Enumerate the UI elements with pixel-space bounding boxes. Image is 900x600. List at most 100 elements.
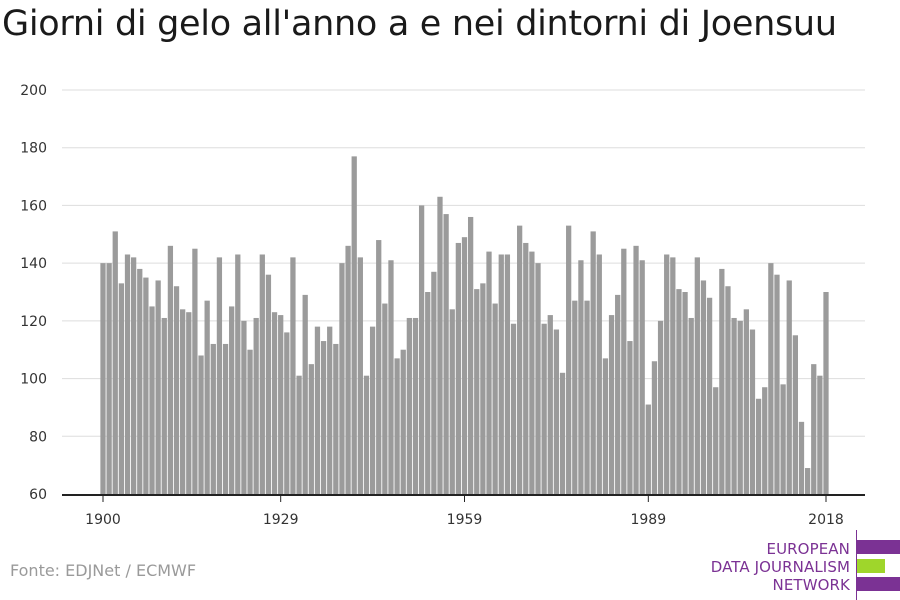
y-tick-label: 100	[20, 372, 47, 388]
bar	[149, 306, 155, 494]
bar	[535, 263, 541, 494]
bar	[320, 341, 327, 494]
x-axis-ticks: 1900 1929 1959 1989 2018	[85, 496, 844, 528]
logo-bar-3	[857, 577, 900, 591]
bar	[333, 343, 339, 494]
bar	[725, 286, 731, 494]
x-tick-label: 1900	[85, 512, 121, 528]
bar	[369, 326, 376, 494]
bar	[498, 254, 504, 494]
bar	[474, 289, 480, 494]
y-tick-label: 180	[20, 141, 47, 157]
bar	[308, 364, 314, 494]
bar	[106, 263, 112, 494]
bar	[786, 280, 792, 494]
bar	[327, 326, 333, 494]
bar	[437, 196, 443, 494]
logo-text-line-1: EUROPEAN	[766, 540, 850, 558]
bar	[455, 242, 462, 494]
y-tick-label: 60	[29, 487, 47, 503]
bar	[743, 309, 749, 494]
bar	[406, 317, 412, 494]
bar	[357, 257, 363, 494]
bar	[504, 254, 511, 494]
bar	[229, 306, 235, 494]
bar	[167, 245, 174, 494]
bar	[774, 274, 780, 494]
bar	[290, 257, 296, 494]
bar	[461, 237, 468, 494]
bar	[694, 257, 700, 494]
bar	[804, 468, 811, 494]
chart-title: Giorni di gelo all'anno a e nei dintorni…	[2, 4, 837, 44]
bar	[271, 312, 278, 494]
bar	[633, 245, 639, 494]
bar	[823, 292, 829, 494]
bar	[278, 315, 284, 494]
bar	[143, 277, 149, 494]
logo-text-line-3: NETWORK	[772, 576, 850, 594]
bar	[706, 297, 713, 494]
bar	[670, 257, 676, 494]
bar	[510, 323, 517, 494]
bar	[682, 292, 688, 494]
y-tick-label: 140	[20, 256, 47, 272]
bar	[566, 225, 572, 494]
bar	[443, 214, 449, 495]
bar	[449, 309, 455, 494]
bar	[657, 320, 664, 494]
bar	[627, 341, 633, 494]
bar	[688, 317, 694, 494]
bar	[811, 364, 817, 494]
bar	[608, 315, 615, 494]
bar	[700, 280, 707, 494]
y-tick-label: 80	[29, 429, 47, 445]
bar	[578, 260, 584, 494]
bar	[713, 387, 719, 494]
bar	[376, 240, 382, 494]
bar	[639, 260, 645, 494]
bar	[584, 300, 590, 494]
x-tick-label: 1959	[447, 512, 483, 528]
bar	[302, 294, 308, 494]
bar	[100, 263, 106, 494]
bar	[382, 303, 388, 494]
edjnet-logo: EUROPEAN DATA JOURNALISM NETWORK	[700, 530, 900, 600]
bar	[394, 358, 400, 494]
bar	[112, 231, 118, 494]
bar	[400, 349, 406, 494]
bar	[602, 358, 609, 494]
bar	[204, 300, 210, 494]
logo-bar-1	[857, 540, 900, 554]
bar	[259, 254, 265, 494]
bar	[339, 263, 345, 494]
bar	[664, 254, 670, 494]
bar	[418, 205, 425, 494]
bar	[529, 251, 535, 494]
bar	[590, 231, 596, 494]
bar	[719, 268, 725, 494]
bar	[431, 271, 437, 494]
bar	[241, 320, 247, 494]
bar	[186, 312, 192, 494]
bar	[467, 216, 474, 494]
bar	[161, 317, 167, 494]
y-tick-label: 200	[20, 83, 47, 99]
logo-separator	[856, 530, 857, 600]
bar	[314, 326, 321, 494]
x-tick-label: 1929	[263, 512, 299, 528]
bar	[253, 317, 259, 494]
y-tick-label: 160	[20, 198, 47, 214]
bar	[792, 335, 798, 494]
bar	[351, 156, 357, 494]
y-axis-ticks: 60 80 100 120 140 160 180 200	[20, 83, 47, 503]
bar	[284, 332, 290, 494]
bar	[192, 248, 198, 494]
bar	[131, 257, 137, 494]
bar	[118, 283, 125, 494]
bar	[559, 372, 566, 494]
bar	[480, 283, 486, 494]
bar	[731, 317, 737, 494]
bar	[412, 317, 419, 494]
